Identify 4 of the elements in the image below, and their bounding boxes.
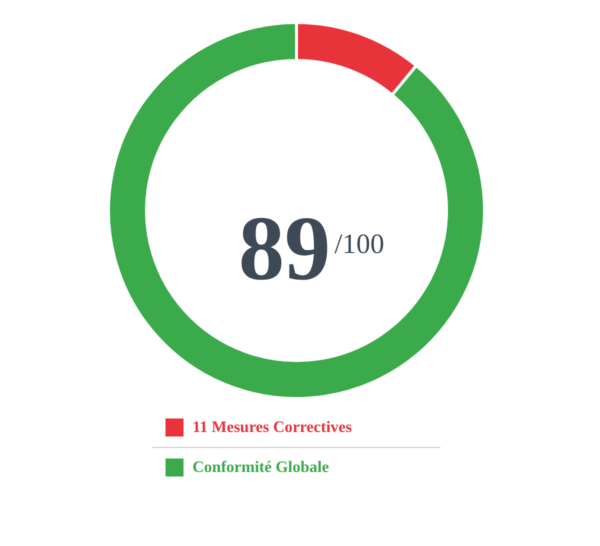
legend-label: 11 Mesures Correctives (192, 419, 352, 436)
text: 89 (238, 197, 330, 299)
text: /100 (334, 229, 384, 260)
legend-label: Conformité Globale (192, 459, 329, 476)
